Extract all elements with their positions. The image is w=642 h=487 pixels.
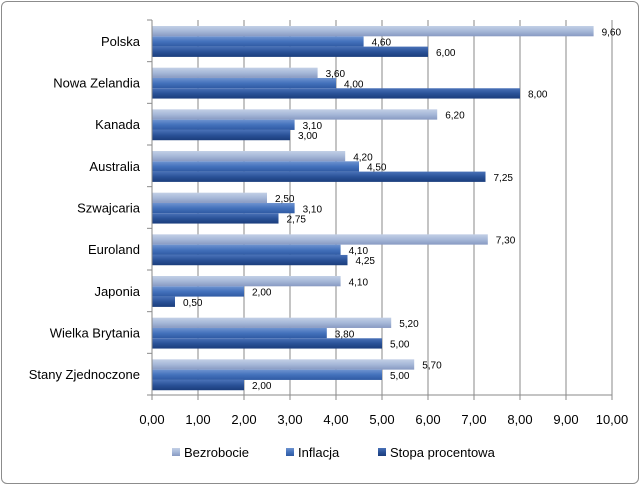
bar-bezrobocie xyxy=(152,317,392,328)
bar-bezrobocie xyxy=(152,26,594,37)
data-label: 4,50 xyxy=(367,163,387,174)
bar-inflacja xyxy=(152,202,295,214)
legend-swatch xyxy=(172,448,180,456)
category-label: Nowa Zelandia xyxy=(53,76,140,91)
data-label: 3,60 xyxy=(326,69,346,80)
data-label: 9,60 xyxy=(602,27,622,38)
x-tick-label: 7,00 xyxy=(461,412,486,427)
data-label: 8,00 xyxy=(528,90,548,101)
data-label: 7,25 xyxy=(494,173,514,184)
category-label: Euroland xyxy=(88,242,140,257)
data-label: 6,20 xyxy=(445,111,465,122)
x-tick-label: 3,00 xyxy=(277,412,302,427)
axes xyxy=(147,19,613,400)
data-label: 6,00 xyxy=(436,48,456,59)
legend-label: Bezrobocie xyxy=(184,445,249,460)
category-labels: Polska Nowa Zelandia Kanada Australia Szwajc… xyxy=(29,34,141,382)
data-label: 4,20 xyxy=(353,152,373,163)
bar-inflacja xyxy=(152,36,364,47)
data-label: 2,00 xyxy=(252,381,272,392)
data-label: 5,20 xyxy=(399,319,419,330)
bar-inflacja xyxy=(152,369,382,380)
bar-bezrobocie xyxy=(152,67,318,78)
bar-inflacja xyxy=(152,77,336,89)
data-label: 2,00 xyxy=(252,288,272,299)
x-tick-label: 6,00 xyxy=(415,412,440,427)
bar-bezrobocie xyxy=(152,359,415,370)
data-label: 4,60 xyxy=(372,38,392,49)
bar-stopa-procentowa xyxy=(152,338,382,349)
data-label: 4,10 xyxy=(349,246,369,257)
bar-stopa-procentowa xyxy=(152,379,244,391)
bar-inflacja xyxy=(152,286,244,297)
bar-inflacja xyxy=(152,119,295,130)
data-label: 4,25 xyxy=(356,256,376,267)
data-label: 5,00 xyxy=(390,371,410,382)
data-label: 0,50 xyxy=(183,298,203,309)
bar-stopa-procentowa xyxy=(152,46,428,57)
bar-inflacja xyxy=(152,161,359,172)
bar-inflacja xyxy=(152,244,341,255)
data-label: 2,50 xyxy=(275,194,295,205)
bar-stopa-procentowa xyxy=(152,129,290,141)
data-label: 3,80 xyxy=(335,329,355,340)
bar-bezrobocie xyxy=(152,192,267,203)
legend-swatch xyxy=(286,448,294,456)
x-tick-label: 4,00 xyxy=(323,412,348,427)
x-tick-label: 2,00 xyxy=(231,412,256,427)
data-labels: 9,604,606,003,604,008,006,203,103,004,20… xyxy=(183,27,622,392)
x-tick-label: 10,00 xyxy=(596,412,629,427)
legend: Bezrobocie Inflacja Stopa procentowa xyxy=(172,445,496,460)
bars xyxy=(152,26,594,391)
bar-stopa-procentowa xyxy=(152,254,348,266)
bar-stopa-procentowa xyxy=(152,296,175,307)
category-label: Szwajcaria xyxy=(77,201,141,216)
bar-bezrobocie xyxy=(152,234,488,245)
bar-stopa-procentowa xyxy=(152,88,520,99)
data-label: 7,30 xyxy=(496,236,516,247)
data-label: 5,00 xyxy=(390,340,410,351)
category-label: Polska xyxy=(101,34,141,49)
bar-bezrobocie xyxy=(152,151,346,162)
category-label: Kanada xyxy=(95,117,141,132)
data-label: 3,10 xyxy=(303,204,323,215)
bar-stopa-procentowa xyxy=(152,213,279,224)
category-label: Wielka Brytania xyxy=(50,326,141,341)
legend-label: Stopa procentowa xyxy=(390,445,496,460)
category-label: Japonia xyxy=(94,284,140,299)
data-label: 2,75 xyxy=(287,215,307,226)
x-tick-label: 0,00 xyxy=(139,412,164,427)
bar-bezrobocie xyxy=(152,276,341,287)
bar-inflacja xyxy=(152,327,327,339)
data-label: 4,10 xyxy=(349,277,369,288)
data-label: 3,00 xyxy=(298,131,318,142)
category-label: Stany Zjednoczone xyxy=(29,367,140,382)
data-label: 3,10 xyxy=(303,121,323,132)
bar-bezrobocie xyxy=(152,109,438,120)
x-tick-label: 5,00 xyxy=(369,412,394,427)
legend-swatch xyxy=(378,448,386,456)
data-label: 5,70 xyxy=(422,361,442,372)
x-tick-label: 8,00 xyxy=(507,412,532,427)
tick-labels: 0,00 1,00 2,00 3,00 4,00 5,00 6,00 7,00 8,00 9,00… xyxy=(139,412,628,427)
category-label: Australia xyxy=(89,159,140,174)
legend-label: Inflacja xyxy=(298,445,340,460)
x-tick-label: 1,00 xyxy=(185,412,210,427)
bar-stopa-procentowa xyxy=(152,171,486,182)
x-tick-label: 9,00 xyxy=(553,412,578,427)
data-label: 4,00 xyxy=(344,79,364,90)
